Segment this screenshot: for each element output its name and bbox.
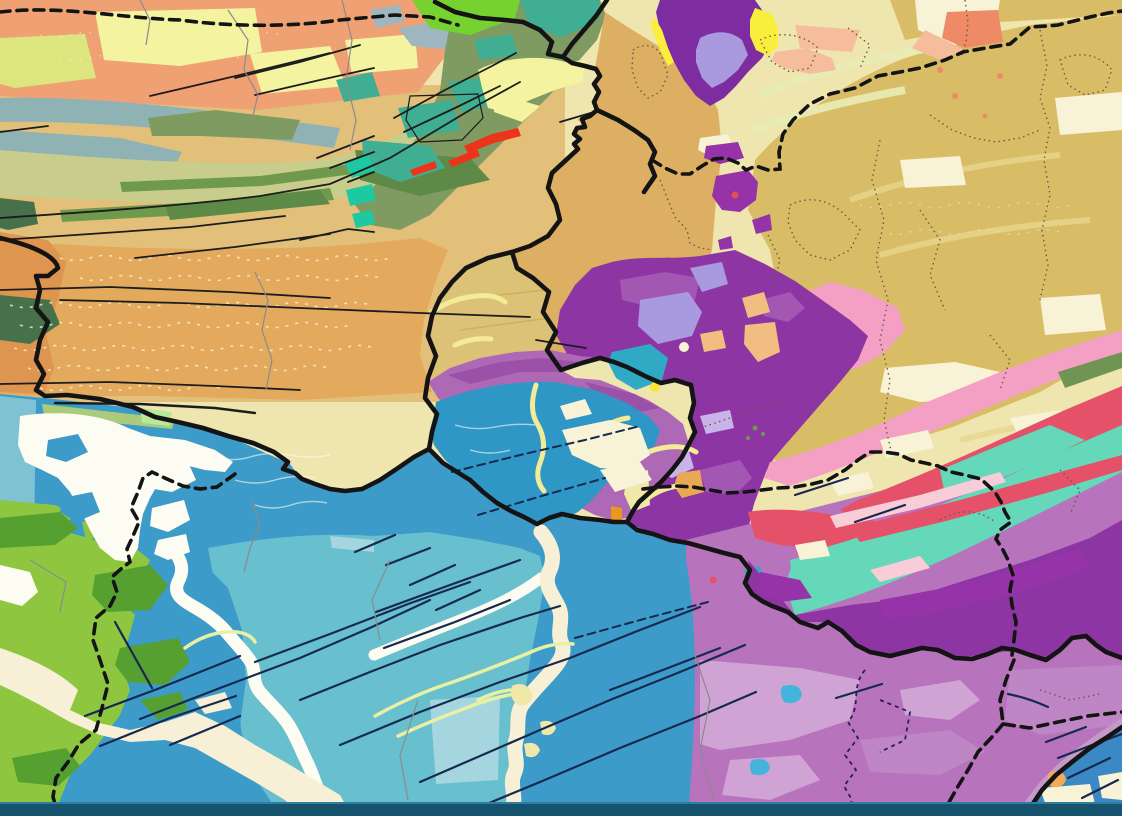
bottom-bar bbox=[0, 804, 1122, 816]
wedge-yellow-fringes bbox=[650, 8, 778, 66]
mauve-dark-stripes bbox=[448, 358, 660, 412]
lime-patch bbox=[0, 34, 96, 88]
purple-band-dark-patches bbox=[756, 548, 1090, 620]
wedge-salmon-patch bbox=[772, 48, 836, 74]
tan-orange-field bbox=[0, 238, 448, 400]
bright-green-cap bbox=[412, 0, 520, 35]
purple-band-se bbox=[745, 520, 1122, 660]
crimson-dot-mauve bbox=[709, 576, 717, 584]
speckle-texture-light bbox=[39, 31, 1071, 236]
meander-river bbox=[161, 538, 328, 816]
purple-main-mass bbox=[556, 250, 868, 558]
red-streaks bbox=[410, 128, 521, 176]
admin-lines-gray bbox=[29, 0, 715, 801]
cream-center-river bbox=[502, 524, 571, 816]
peach-orange-blob bbox=[674, 470, 704, 498]
speckle-texture bbox=[9, 254, 391, 392]
butterfly-yellow bbox=[478, 57, 586, 122]
purple-white-dot bbox=[679, 342, 689, 352]
white-threads-blue bbox=[209, 423, 536, 509]
mauve-light-east bbox=[860, 665, 1122, 775]
pink-band bbox=[764, 330, 1122, 486]
cream-bits-bands bbox=[795, 430, 934, 560]
salmon-halo bbox=[795, 25, 965, 60]
wedge-lavender bbox=[696, 32, 748, 88]
yellow-dot bbox=[650, 382, 660, 392]
pink-streak-in-mint bbox=[830, 472, 1006, 582]
lavender-patches bbox=[638, 262, 728, 344]
cream-cluster-west-of-purple bbox=[560, 399, 652, 492]
district-boundaries-dotted bbox=[631, 0, 1113, 701]
yellow-blobs-in-blue bbox=[511, 684, 556, 758]
administrative-border-dashed bbox=[0, 8, 1122, 816]
green-dots bbox=[746, 425, 765, 440]
salmon-corner bbox=[937, 10, 1003, 119]
orange-border-spot bbox=[611, 506, 622, 522]
peach-patches bbox=[700, 292, 780, 362]
crimson-streak-in-mint bbox=[850, 455, 1122, 542]
mauve-pale-patches bbox=[700, 660, 980, 800]
fault-lines-dashed bbox=[451, 425, 709, 639]
blue-dots-mauve bbox=[750, 685, 802, 776]
fault-lines-navy bbox=[83, 476, 907, 816]
floodplain-blue-holes bbox=[46, 434, 100, 522]
bottom-edge-bar bbox=[0, 802, 1122, 816]
district-loop bbox=[405, 93, 484, 143]
olive-band-bit bbox=[1058, 352, 1122, 388]
altai-orange-spot bbox=[1048, 771, 1066, 788]
pale-green-strip bbox=[42, 404, 175, 429]
yellow-green-squiggles bbox=[183, 630, 575, 738]
fault-lines-black bbox=[0, 44, 595, 415]
dotted-wiggle-purple bbox=[842, 669, 912, 816]
purple-red-dot bbox=[731, 191, 739, 199]
